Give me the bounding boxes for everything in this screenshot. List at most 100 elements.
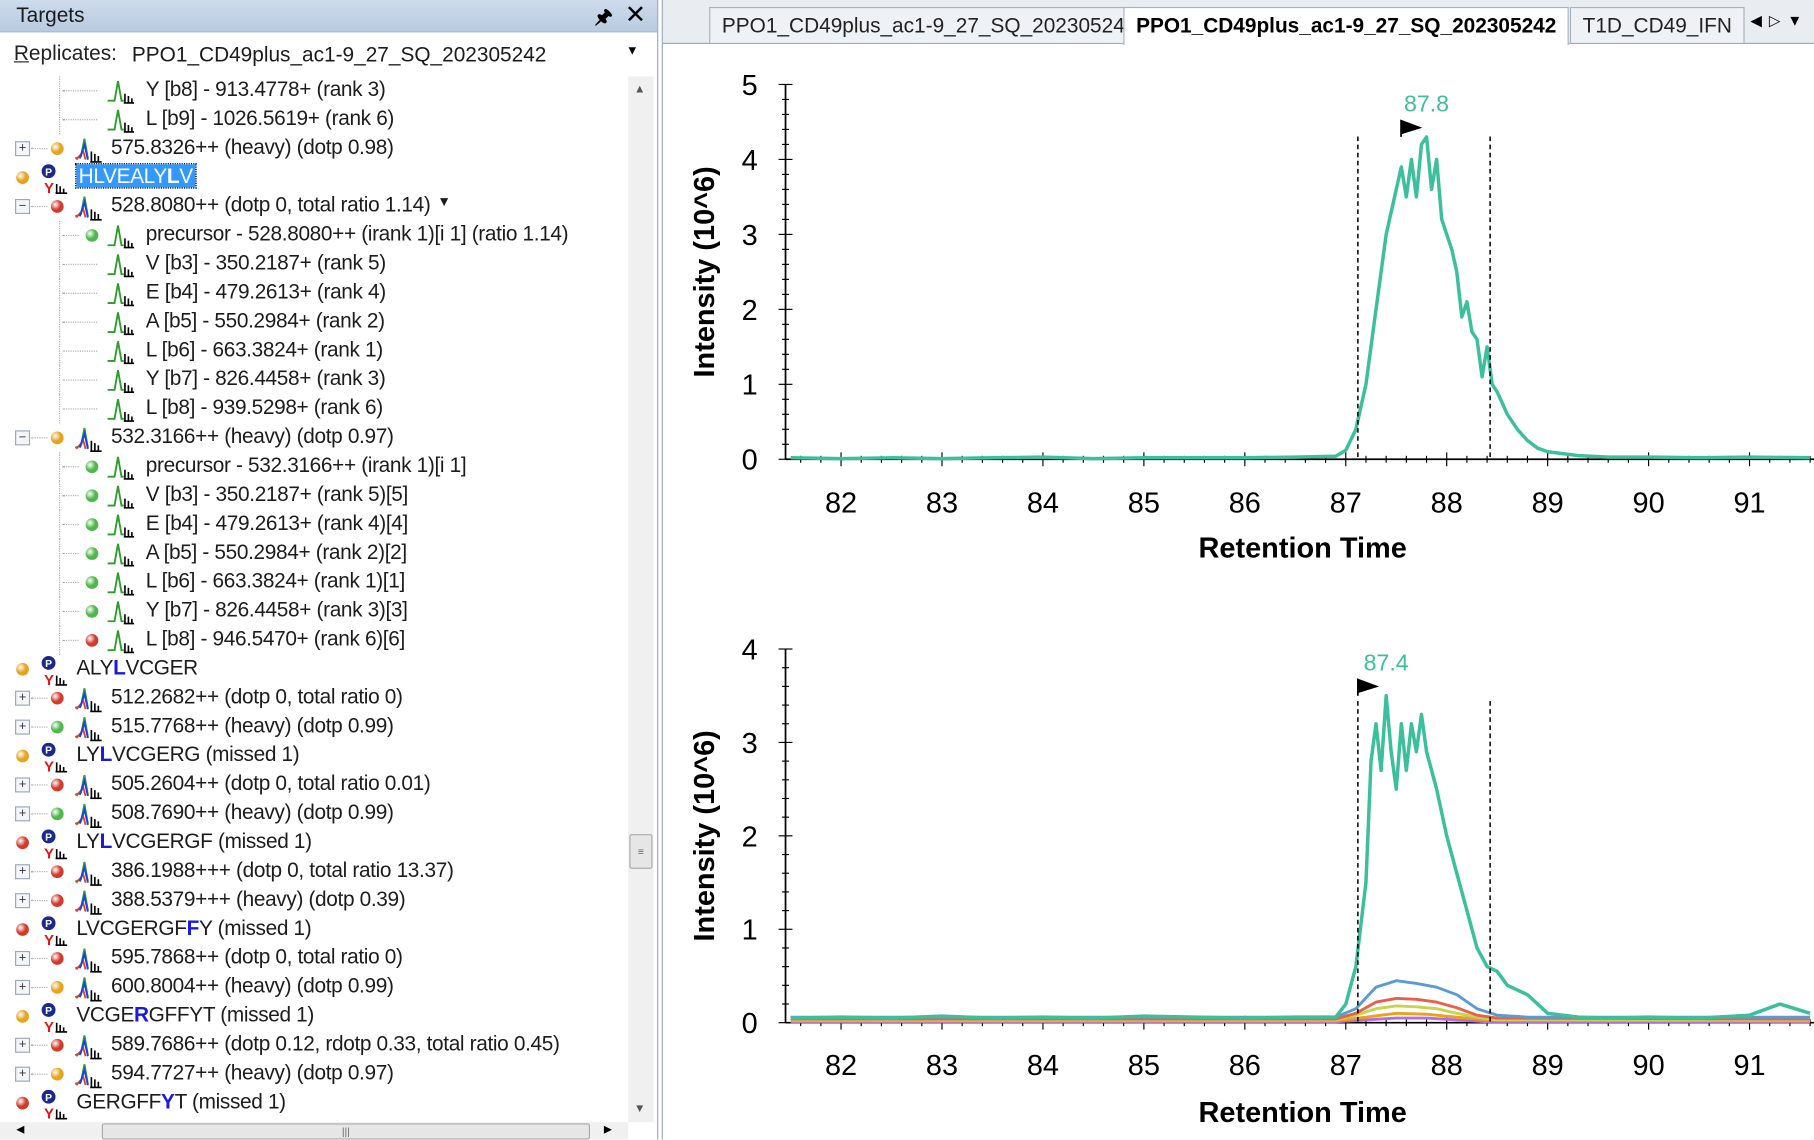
- scroll-right-icon[interactable]: ▶: [603, 1123, 612, 1135]
- expand-icon[interactable]: +: [15, 690, 31, 706]
- tree-precursor-row[interactable]: +600.8004++ (heavy) (dotp 0.99): [0, 973, 625, 1002]
- x-axis-title: Retention Time: [1199, 533, 1407, 565]
- replicates-label: Replicates:: [14, 42, 117, 66]
- x-axis-title: Retention Time: [1199, 1097, 1407, 1129]
- tab-t1d-cd49-ifn[interactable]: T1D_CD49_IFN: [1569, 6, 1745, 43]
- tree-precursor-row[interactable]: +508.7690++ (heavy) (dotp 0.99): [0, 799, 625, 828]
- tree-transition-row[interactable]: precursor - 528.8080++ (irank 1)[i 1] (r…: [0, 220, 625, 250]
- expand-icon[interactable]: +: [15, 893, 31, 909]
- tree-guide: [62, 379, 98, 381]
- tree-transition-row[interactable]: A [b5] - 550.2984+ (rank 2)[2]: [0, 539, 625, 569]
- y-tick-label: 4: [742, 634, 758, 666]
- x-tick-label: 90: [1633, 1050, 1665, 1082]
- tree-precursor-row[interactable]: +594.7727++ (heavy) (dotp 0.97): [0, 1060, 625, 1089]
- tab-scroll-arrows-icon[interactable]: ◀▷▼: [1750, 11, 1810, 29]
- tree-peptide-row[interactable]: P Y HLVEALYLV: [0, 163, 625, 197]
- expand-icon[interactable]: +: [15, 864, 31, 880]
- expand-icon[interactable]: +: [15, 719, 31, 735]
- tree-guide: [59, 452, 61, 482]
- targets-tree[interactable]: Y [b8] - 913.4778+ (rank 3) L [b9] - 1026…: [0, 76, 625, 1122]
- peptide-note: (missed 1): [200, 742, 300, 766]
- vertical-scrollbar[interactable]: ▲ ≡ ▼: [628, 76, 654, 1123]
- tree-transition-row[interactable]: Y [b7] - 826.4458+ (rank 3)[3]: [0, 596, 625, 626]
- y-tick-label: 4: [742, 145, 758, 177]
- tree-precursor-row[interactable]: +575.8326++ (heavy) (dotp 0.98): [0, 134, 625, 163]
- tree-precursor-row[interactable]: +512.2682++ (dotp 0, total ratio 0): [0, 684, 625, 713]
- scroll-down-icon[interactable]: ▼: [633, 1102, 646, 1116]
- peptide-label: ALYLVCGER: [76, 656, 198, 680]
- peptide-sequence: LYLVCGERG: [76, 743, 200, 766]
- tree-transition-row[interactable]: V [b3] - 350.2187+ (rank 5): [0, 249, 625, 279]
- tree-transition-row[interactable]: V [b3] - 350.2187+ (rank 5)[5]: [0, 481, 625, 511]
- tree-guide: [62, 263, 98, 265]
- status-dot-red: [50, 1038, 64, 1052]
- scroll-up-icon[interactable]: ▲: [633, 83, 646, 97]
- tree-transition-row[interactable]: precursor - 532.3166++ (irank 1)[i 1]: [0, 452, 625, 482]
- expand-icon[interactable]: +: [15, 1066, 31, 1082]
- scroll-thumb[interactable]: ≡: [629, 834, 653, 869]
- tree-transition-row[interactable]: E [b4] - 479.2613+ (rank 4)[4]: [0, 510, 625, 540]
- expand-icon[interactable]: +: [15, 806, 31, 822]
- tree-transition-row[interactable]: L [b8] - 946.5470+ (rank 6)[6]: [0, 625, 625, 655]
- tree-precursor-row[interactable]: +595.7868++ (dotp 0, total ratio 0): [0, 944, 625, 973]
- horizontal-scrollbar[interactable]: ◀ ||| ▶: [0, 1122, 629, 1140]
- node-label: 386.1988+++ (dotp 0, total ratio 13.37): [111, 858, 454, 882]
- tree-peptide-row[interactable]: P Y LYLVCGERGF (missed 1): [0, 828, 625, 862]
- tree-precursor-row[interactable]: +388.5379+++ (heavy) (dotp 0.39): [0, 886, 625, 915]
- tree-transition-row[interactable]: L [b9] - 1026.5619+ (rank 6): [0, 105, 625, 135]
- tree-precursor-row[interactable]: +505.2604++ (dotp 0, total ratio 0.01): [0, 770, 625, 800]
- collapse-icon[interactable]: −: [15, 198, 31, 215]
- tree-peptide-row[interactable]: P Y GERGFFYT (missed 1): [0, 1089, 625, 1122]
- expand-icon[interactable]: +: [15, 950, 31, 967]
- y-tick-label: 5: [742, 70, 758, 102]
- tree-transition-row[interactable]: A [b5] - 550.2984+ (rank 2): [0, 307, 625, 337]
- tree-guide: [59, 220, 61, 250]
- status-dot-orange: [16, 749, 29, 763]
- pin-icon[interactable]: 🖈: [594, 5, 613, 28]
- tree-peptide-row[interactable]: P Y ALYLVCGER: [0, 655, 625, 689]
- tree-guide: [62, 581, 79, 584]
- node-label: 388.5379+++ (heavy) (dotp 0.39): [111, 887, 406, 911]
- tab-replicate-1[interactable]: PPO1_CD49plus_ac1-9_27_SQ_20230524: [709, 6, 1138, 43]
- tree-transition-row[interactable]: L [b6] - 663.3824+ (rank 1)[1]: [0, 568, 625, 597]
- y-tick-label: 1: [742, 370, 758, 402]
- tree-precursor-row[interactable]: +386.1988+++ (dotp 0, total ratio 13.37): [0, 857, 625, 886]
- x-tick-label: 88: [1431, 1050, 1463, 1082]
- x-tick-label: 87: [1330, 488, 1362, 520]
- tree-peptide-row[interactable]: P Y VCGERGFFYT (missed 1): [0, 1002, 625, 1036]
- peptide-sequence: LYLVCGERGF: [76, 829, 213, 852]
- node-label: E [b4] - 479.2613+ (rank 4): [145, 279, 386, 304]
- tree-peptide-row[interactable]: P Y LYLVCGERG (missed 1): [0, 742, 625, 776]
- expand-icon[interactable]: +: [15, 777, 31, 793]
- expand-icon[interactable]: +: [15, 979, 31, 995]
- tree-transition-row[interactable]: Y [b7] - 826.4458+ (rank 3): [0, 365, 625, 395]
- replicates-dropdown[interactable]: PPO1_CD49plus_ac1-9_27_SQ_202305242 ▼: [124, 37, 648, 70]
- close-icon[interactable]: ✕: [624, 0, 647, 29]
- svg-text:Y: Y: [44, 932, 54, 946]
- scroll-left-icon[interactable]: ◀: [16, 1123, 25, 1135]
- expand-icon[interactable]: +: [15, 141, 31, 157]
- x-tick-label: 88: [1431, 488, 1463, 520]
- tree-transition-row[interactable]: L [b6] - 663.3824+ (rank 1): [0, 336, 625, 366]
- tree-precursor-row[interactable]: +515.7768++ (heavy) (dotp 0.99): [0, 713, 625, 742]
- tree-precursor-row[interactable]: +589.7686++ (dotp 0.12, rdotp 0.33, tota…: [0, 1031, 625, 1060]
- tab-replicate-2[interactable]: PPO1_CD49plus_ac1-9_27_SQ_202305242: [1123, 6, 1570, 46]
- transition-chromatogram-icon: [106, 251, 135, 279]
- collapse-icon[interactable]: −: [15, 430, 31, 446]
- dropdown-arrow-icon[interactable]: ▼: [437, 193, 451, 210]
- tree-peptide-row[interactable]: P Y LVCGERGFFY (missed 1): [0, 915, 625, 949]
- tree-transition-row[interactable]: L [b8] - 939.5298+ (rank 6): [0, 394, 625, 424]
- tree-guide: [59, 278, 61, 308]
- tree-precursor-row[interactable]: − 532.3166++ (heavy) (dotp 0.97): [0, 423, 625, 452]
- tree-transition-row[interactable]: Y [b8] - 913.4778+ (rank 3): [0, 76, 625, 106]
- tree-transition-row[interactable]: E [b4] - 479.2613+ (rank 4): [0, 278, 625, 308]
- tree-precursor-row[interactable]: − 528.8080++ (dotp 0, total ratio 1.14) ▼: [0, 192, 625, 221]
- tree-guide: [59, 365, 61, 395]
- expand-icon[interactable]: +: [15, 1037, 31, 1053]
